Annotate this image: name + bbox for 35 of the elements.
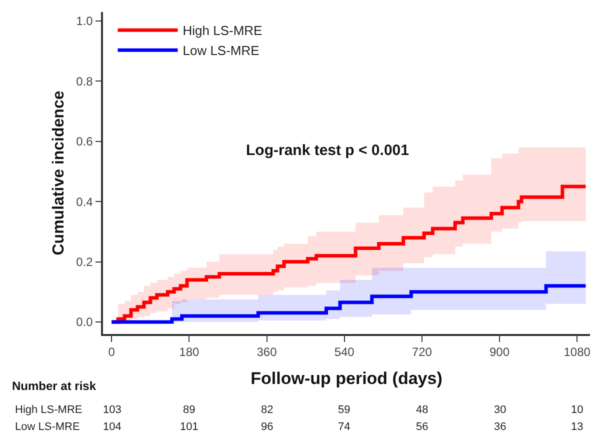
x-tick-label: 0	[108, 345, 116, 360]
text: 10	[571, 404, 584, 416]
text: High LS-MRE	[15, 404, 82, 416]
text: 36	[494, 421, 506, 433]
x-tick-label: 900	[489, 345, 510, 360]
y-axis-title: Cumulative incidence	[50, 90, 68, 256]
x-tick-label: 1080	[564, 345, 591, 360]
text: 82	[261, 404, 274, 416]
text: 101	[180, 421, 198, 433]
legend-label: High LS-MRE	[182, 23, 263, 38]
text: 56	[416, 421, 428, 433]
text: 89	[183, 404, 196, 416]
y-tick-label: 1.0	[76, 14, 94, 28]
x-tick-label: 360	[256, 345, 278, 360]
text: 30	[494, 404, 506, 416]
text: 96	[261, 421, 274, 433]
x-axis-title: Follow-up period (days)	[250, 369, 442, 388]
y-tick-label: 0.0	[76, 315, 94, 330]
text: Number at risk	[12, 379, 96, 393]
text: 74	[338, 421, 350, 433]
text: 104	[103, 421, 122, 433]
y-tick-label: 0.6	[76, 134, 94, 149]
y-tick-label: 0.8	[76, 74, 94, 88]
y-tick-label: 0.4	[76, 194, 94, 209]
annotation: Log-rank test p < 0.001	[246, 142, 409, 159]
x-tick-label: 540	[334, 345, 355, 360]
text: 13	[571, 421, 584, 433]
x-tick-label: 720	[412, 345, 432, 360]
text: 59	[338, 404, 350, 416]
text: 103	[103, 404, 122, 416]
x-tick-label: 180	[179, 345, 200, 360]
legend-label: Low LS-MRE	[182, 43, 260, 58]
y-tick-label: 0.2	[76, 254, 94, 269]
text: Low LS-MRE	[15, 421, 80, 433]
text: 48	[416, 404, 428, 416]
